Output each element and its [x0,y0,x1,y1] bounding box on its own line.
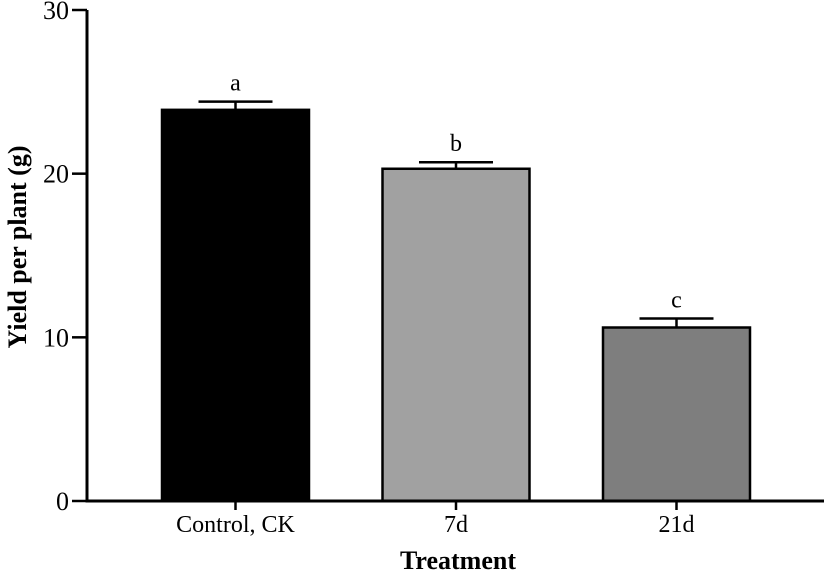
y-axis-title: Yield per plant (g) [3,146,32,349]
x-axis-title: Treatment [400,546,516,575]
bars-layer: a b c [160,71,752,503]
y-tick-label: 10 [43,323,69,352]
sig-letter: b [450,131,462,157]
y-tick-label: 0 [56,487,69,516]
sig-letter: c [671,288,682,314]
axes-layer: Control, CK 7d 21d 0 10 20 30 [43,0,824,538]
x-tick-label: 21d [659,512,695,538]
y-tick-label: 20 [43,160,69,189]
x-tick-label: Control, CK [176,512,295,538]
sig-letter: a [230,71,241,97]
x-tick-label: 7d [444,512,468,538]
bar [160,108,311,503]
bar [381,167,531,503]
y-tick-label: 30 [43,0,69,25]
bar [601,326,752,503]
